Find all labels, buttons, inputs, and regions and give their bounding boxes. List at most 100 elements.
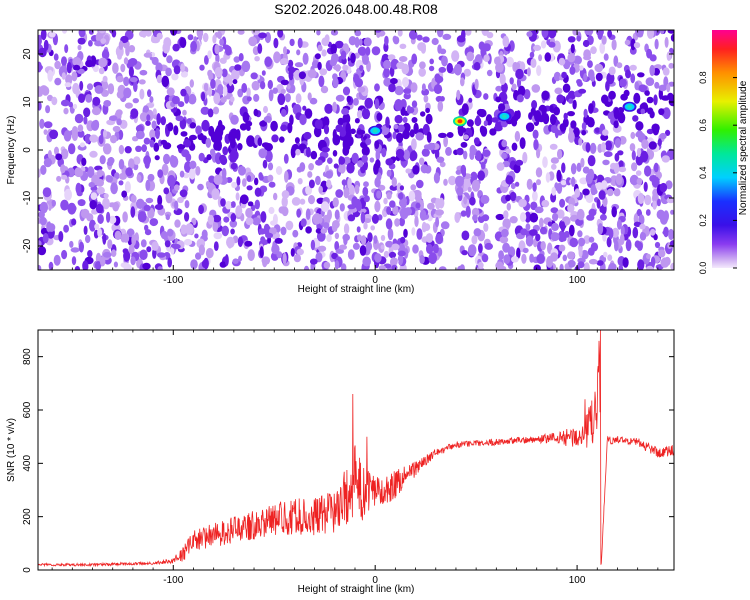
heatmap-cell <box>343 187 350 199</box>
heatmap-cell <box>496 162 505 171</box>
heatmap-cell <box>66 61 72 74</box>
heatmap-cell <box>535 233 541 242</box>
heatmap-cell <box>386 192 392 200</box>
heatmap-cell <box>77 130 85 138</box>
heatmap-cell <box>282 252 287 265</box>
heatmap-cell <box>201 91 206 102</box>
heatmap-cell <box>150 52 156 58</box>
heatmap-cell <box>605 80 610 92</box>
heatmap-cell <box>332 73 338 81</box>
heatmap-cell <box>597 223 604 235</box>
heatmap-cell <box>333 163 339 169</box>
heatmap-cell <box>550 124 558 134</box>
heatmap-cell <box>509 77 514 85</box>
heatmap-cell <box>237 143 243 151</box>
heatmap-cell <box>242 111 250 123</box>
heatmap-cell <box>58 231 64 242</box>
heatmap-cell <box>318 185 324 194</box>
heatmap-cell <box>215 139 222 152</box>
heatmap-cell <box>420 164 429 174</box>
heatmap-cell <box>466 51 475 62</box>
heatmap-cell <box>427 202 435 210</box>
heatmap-cell <box>94 40 103 47</box>
heatmap-cell <box>347 177 352 189</box>
heatmap-cell <box>614 152 620 162</box>
heatmap-cell <box>53 254 61 266</box>
heatmap-cell <box>117 53 122 60</box>
heatmap-cell <box>525 122 535 132</box>
heatmap-cell <box>308 195 315 205</box>
heatmap-cell <box>320 85 329 94</box>
snr-panel: -100 0 100 0 200 400 600 800 Height of straight… <box>6 329 675 595</box>
heatmap-cell <box>195 125 202 135</box>
heatmap-cell <box>120 35 129 44</box>
heatmap-cell <box>343 156 351 165</box>
heatmap-cell <box>515 159 524 166</box>
heatmap-cell <box>483 120 488 127</box>
heatmap-cell <box>419 157 425 166</box>
heatmap-cell <box>588 258 598 265</box>
heatmap-cell <box>402 116 408 123</box>
heatmap-cell <box>668 228 674 241</box>
heatmap-cell <box>394 218 400 227</box>
heatmap-cell <box>172 43 180 52</box>
heatmap-cell <box>435 209 444 216</box>
heatmap-cell <box>530 58 537 68</box>
heatmap-cell <box>603 53 609 61</box>
heatmap-cell <box>212 106 220 115</box>
heatmap-cell <box>294 137 300 144</box>
x-tick-label: -100 <box>163 275 183 286</box>
heatmap-cell <box>658 249 666 258</box>
heatmap-cell <box>214 44 220 55</box>
heatmap-cell <box>342 86 351 96</box>
heatmap-cell <box>49 129 59 140</box>
heatmap-cell <box>124 102 133 109</box>
heatmap-cell <box>590 242 599 252</box>
heatmap-cell <box>608 66 616 76</box>
line-frame <box>37 329 675 571</box>
heatmap-cell <box>653 233 658 241</box>
heatmap-cell <box>357 234 362 242</box>
heatmap-cell <box>357 46 367 56</box>
heatmap-cell <box>648 141 657 150</box>
heatmap-cell <box>326 233 332 243</box>
heatmap-cell <box>46 221 51 233</box>
heatmap-cell <box>38 61 42 73</box>
colorbar-tick-label: 0.0 <box>698 262 708 275</box>
heatmap-cell <box>307 171 313 178</box>
heatmap-cell <box>646 96 654 104</box>
heatmap-cell <box>177 101 185 108</box>
heatmap-cell <box>283 46 287 55</box>
heatmap-cell <box>166 87 175 96</box>
heatmap-cell <box>123 76 130 87</box>
heatmap-cell <box>419 199 424 212</box>
heatmap-cell <box>335 94 345 102</box>
heatmap-cell <box>149 218 159 227</box>
heatmap-cell <box>622 257 629 268</box>
heatmap-cell <box>533 30 539 35</box>
heatmap-cell <box>437 100 444 112</box>
x-tick-label: 100 <box>569 575 586 586</box>
heatmap-cell <box>661 95 670 101</box>
heatmap-cell <box>461 230 470 241</box>
colorbar: 0.0 0.2 0.4 0.6 0.8 Normalized spectral ampl… <box>698 30 749 274</box>
heatmap-cell <box>592 189 598 195</box>
heatmap-cell <box>268 181 276 188</box>
heatmap-cell <box>599 42 605 54</box>
heatmap-cell <box>277 93 286 106</box>
heatmap-cell <box>534 110 542 122</box>
heatmap-cell <box>258 148 268 159</box>
heatmap-cell <box>370 225 376 231</box>
heatmap-cell <box>356 129 366 135</box>
heatmap-cell <box>177 196 184 204</box>
heatmap-cell <box>318 214 323 224</box>
heatmap-cell <box>483 54 490 62</box>
heatmap-cell <box>51 96 58 106</box>
heatmap-cell <box>162 42 170 54</box>
heatmap-cell <box>96 186 105 195</box>
heatmap-cell <box>247 249 255 261</box>
heatmap-cell <box>608 228 614 240</box>
heatmap-cell <box>433 84 443 95</box>
heatmap-cell <box>562 254 568 262</box>
heatmap-cell <box>171 95 180 105</box>
